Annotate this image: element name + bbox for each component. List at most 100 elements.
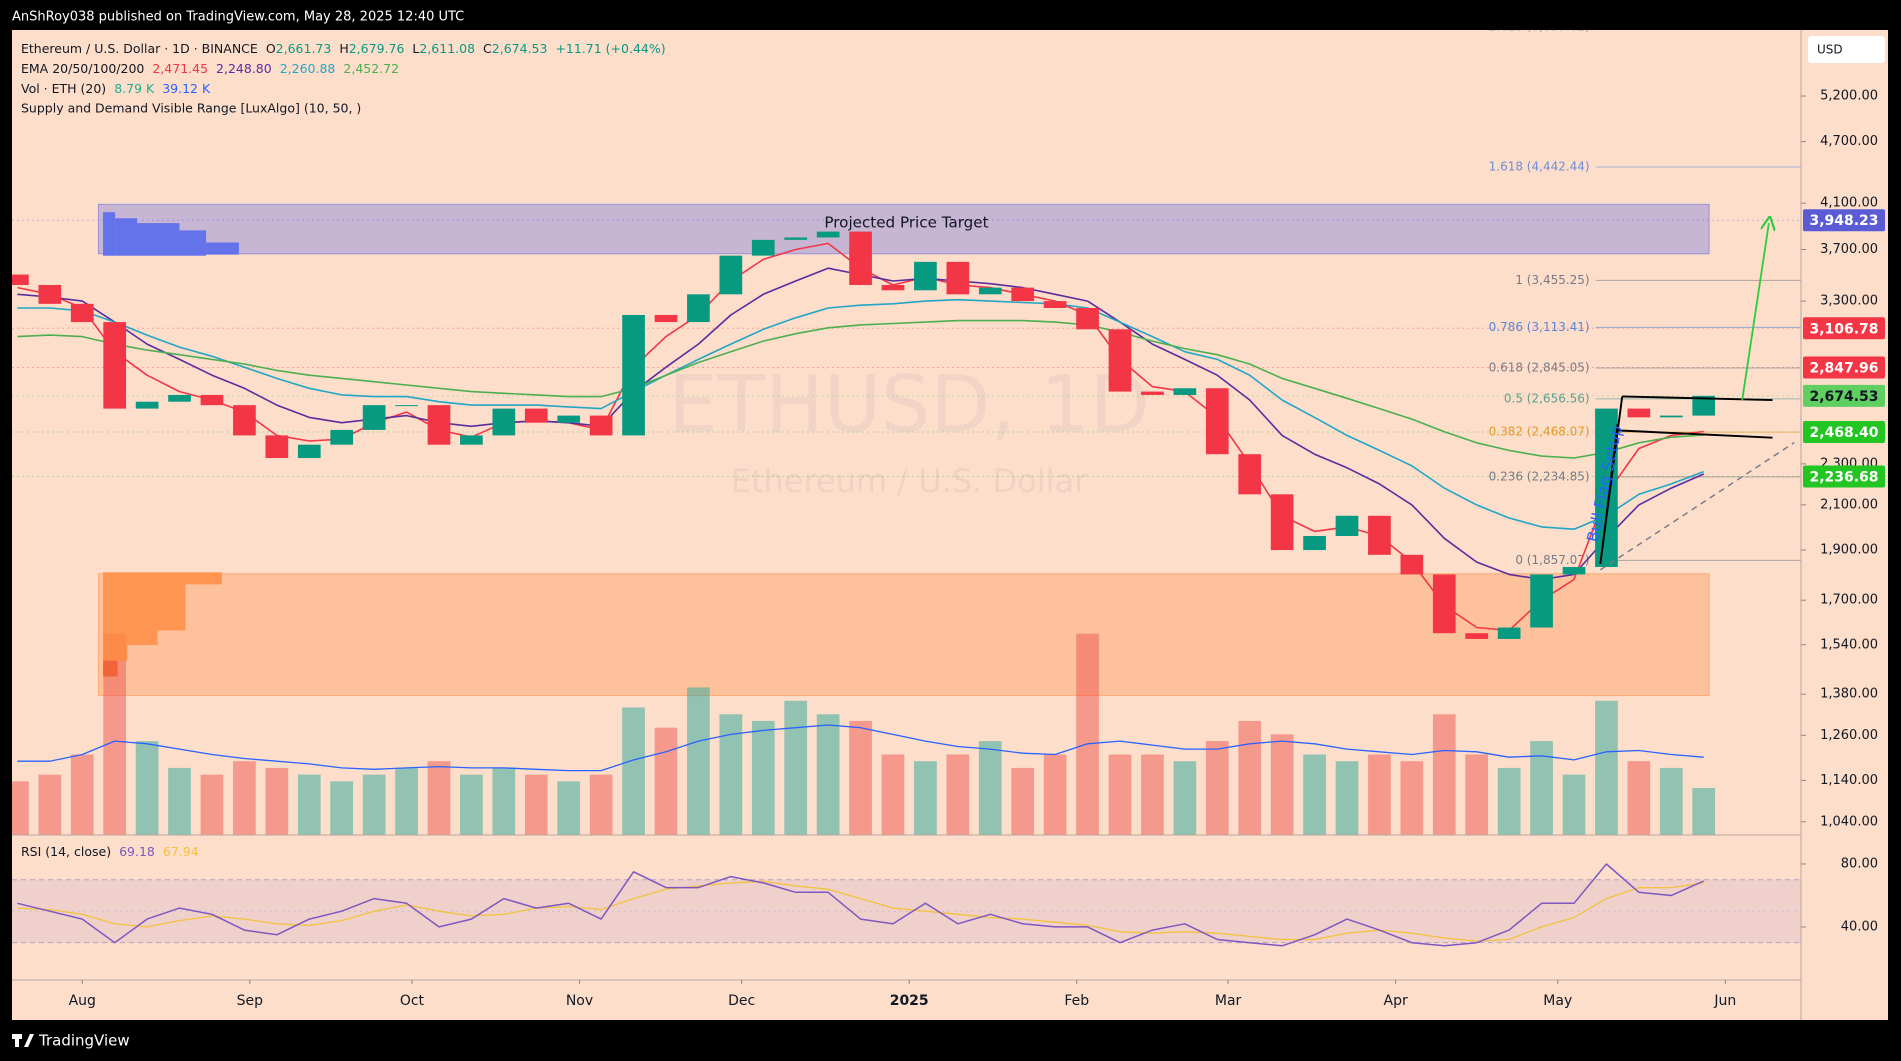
legend-ema: EMA 20/50/100/200 2,471.45 2,248.80 2,260.8… xyxy=(21,61,399,76)
price-label: 2,236.68 xyxy=(1809,469,1878,485)
volume-bar xyxy=(1497,767,1521,835)
logo-part xyxy=(24,1034,34,1047)
price-label-box xyxy=(1803,384,1885,407)
logo-part xyxy=(15,1034,19,1047)
x-tick-label: Nov xyxy=(566,993,593,1009)
volume-bar xyxy=(1627,761,1651,835)
volume-bar xyxy=(1141,754,1164,835)
candle xyxy=(978,287,1002,295)
volume-bar xyxy=(362,774,386,835)
candle xyxy=(1141,391,1164,395)
legend-rsi-title: RSI (14, close) xyxy=(21,844,111,859)
legend-value: 8.79 K xyxy=(114,81,155,96)
candle xyxy=(1465,633,1489,639)
volume-bar xyxy=(1335,761,1359,835)
volume-bar xyxy=(492,767,516,835)
volume-bar xyxy=(1368,754,1391,835)
candle xyxy=(362,405,386,430)
y-tick-label: 4,700.00 xyxy=(1820,134,1878,149)
currency-box[interactable] xyxy=(1808,36,1885,63)
candle xyxy=(1530,574,1553,628)
y-tick-label: 1,260.00 xyxy=(1820,728,1878,743)
volume-bar xyxy=(1562,774,1586,835)
legend-value: 39.12 K xyxy=(162,81,211,96)
legend-value: 2,248.80 xyxy=(216,61,272,76)
profile-bar xyxy=(137,223,180,256)
price-label-box xyxy=(1803,421,1885,444)
candle xyxy=(38,284,62,304)
legend-symbol: Ethereum / U.S. Dollar · 1D · BINANCE xyxy=(21,41,258,56)
legend-value: 2,661.73 xyxy=(276,41,332,56)
candle xyxy=(1659,415,1683,418)
legend-vol-title: Vol · ETH (20) xyxy=(21,81,106,96)
volume-bar xyxy=(297,774,321,835)
candle xyxy=(1205,388,1229,455)
volume-bar xyxy=(12,781,29,835)
volume-bar xyxy=(1238,720,1262,835)
rsi-pane xyxy=(12,863,1801,947)
ema-line xyxy=(17,319,1704,459)
price-label: 2,674.53 xyxy=(1809,389,1878,405)
y-tick-label: 1,140.00 xyxy=(1820,773,1878,788)
volume-bar xyxy=(784,700,808,835)
legend-value: 2,452.72 xyxy=(343,61,399,76)
volume-bar xyxy=(1400,761,1424,835)
legend-value: 69.18 xyxy=(119,844,155,859)
volume-bar xyxy=(557,781,581,835)
rsi-line xyxy=(17,863,1705,947)
x-tick-label: Aug xyxy=(69,993,96,1009)
y-tick-label: 4,100.00 xyxy=(1820,196,1878,211)
volume-bar xyxy=(881,754,905,835)
candle xyxy=(330,429,354,445)
x-tick-label: Oct xyxy=(400,993,425,1009)
volume-bar xyxy=(751,720,775,835)
candle xyxy=(1562,566,1586,575)
legend-key: C xyxy=(483,41,492,56)
fib-label: 0.382 (2,468.07) xyxy=(1489,425,1590,439)
candle xyxy=(1303,536,1326,551)
volume-bar xyxy=(1173,761,1197,835)
volume-bar xyxy=(524,774,548,835)
volume-bar xyxy=(1692,788,1716,835)
volume-bar xyxy=(849,720,872,835)
brand[interactable]: TradingView xyxy=(38,1032,130,1050)
candle xyxy=(1076,307,1099,330)
profile-bar xyxy=(103,572,222,585)
candle xyxy=(1497,627,1521,639)
price-label: 3,106.78 xyxy=(1809,321,1878,337)
price-label-box xyxy=(1803,356,1885,379)
candle xyxy=(622,314,645,436)
volume-bar xyxy=(1303,754,1326,835)
volume-bar xyxy=(687,687,710,835)
x-tick-label: Mar xyxy=(1215,993,1242,1009)
brand-logo[interactable] xyxy=(12,1034,34,1047)
candle xyxy=(524,408,548,423)
currency[interactable]: USD xyxy=(1817,43,1843,57)
candle xyxy=(751,239,775,256)
zone xyxy=(97,203,1710,255)
volume-bar xyxy=(1432,714,1456,835)
candle xyxy=(297,444,321,459)
volume-bar xyxy=(1659,767,1683,835)
candle xyxy=(200,394,224,406)
fib-label: 2.618 (6,059.62) xyxy=(1489,20,1590,34)
volume-bar xyxy=(38,774,62,835)
volume-bar xyxy=(70,754,94,835)
x-tick-label: Apr xyxy=(1384,993,1408,1009)
flag-bottom xyxy=(1617,429,1773,439)
volume-bar xyxy=(395,767,418,835)
volume-bar xyxy=(1465,754,1489,835)
volume-bar xyxy=(168,767,191,835)
volume-bar xyxy=(200,774,224,835)
legend-value: 2,679.76 xyxy=(349,41,405,56)
trend-line xyxy=(1599,441,1795,571)
watermark-symbol: ETHUSD, 1D xyxy=(668,360,1150,450)
publish-header: AnShRoy038 published on TradingView.com,… xyxy=(12,10,464,25)
target-arrow xyxy=(1741,223,1769,401)
volume-ma xyxy=(17,724,1704,772)
volume-bar xyxy=(654,727,678,835)
volume-bar xyxy=(589,774,613,835)
volume-bar xyxy=(330,781,354,835)
candle xyxy=(849,231,872,285)
candle xyxy=(70,303,94,323)
